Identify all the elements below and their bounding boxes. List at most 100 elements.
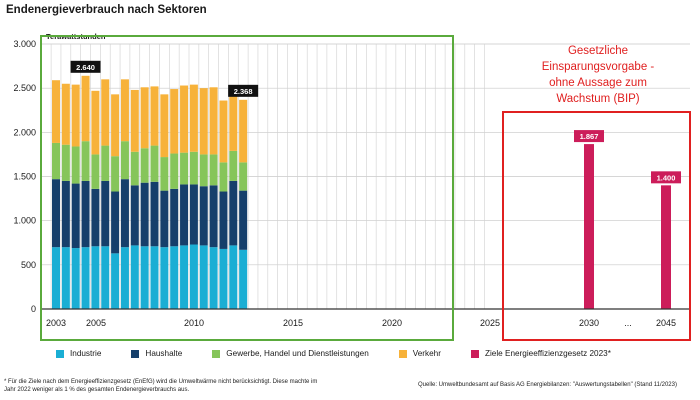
bar-segment-haushalte <box>150 181 159 247</box>
x-tick-label: 2010 <box>184 318 204 328</box>
y-tick-label: 500 <box>21 260 36 270</box>
target-bars <box>584 144 671 309</box>
annotation-line: ohne Aussage zum <box>549 77 647 89</box>
bar-segment-haushalte <box>189 184 198 245</box>
bar-segment-ghd <box>101 145 110 181</box>
y-tick-label: 2.500 <box>13 83 36 93</box>
bar-segment-ghd <box>209 154 218 186</box>
highlight-frames: Gesetzliche Einsparungsvorgabe - ohne Auss… <box>40 35 691 341</box>
bar-segment-verkehr <box>229 94 238 151</box>
bar-segment-industrie <box>71 248 80 309</box>
bar-segment-industrie <box>130 245 139 309</box>
bar-segment-verkehr <box>239 99 248 163</box>
bar-segment-haushalte <box>170 188 179 247</box>
bar-segment-haushalte <box>120 179 129 248</box>
bar-segment-haushalte <box>219 191 228 249</box>
bar-segment-verkehr <box>189 84 198 152</box>
legend-swatch-verkehr <box>398 349 407 358</box>
bar-segment-ghd <box>120 141 129 180</box>
chart-title: Endenergieverbrauch nach Sektoren <box>6 4 207 16</box>
bar-segment-verkehr <box>170 89 179 154</box>
legend-item-industrie: Industrie <box>56 349 101 358</box>
bar-segment-ghd <box>180 152 189 185</box>
bar-segment-industrie <box>140 246 149 309</box>
legend-item-verkehr: Verkehr <box>398 349 441 358</box>
y-tick-label: 1.500 <box>13 172 36 182</box>
bar-segment-verkehr <box>71 84 80 147</box>
bar-segment-haushalte <box>91 188 100 247</box>
bar-segment-haushalte <box>239 190 248 250</box>
bar-segment-ghd <box>140 148 149 183</box>
x-tick-label: 2030 <box>579 318 599 328</box>
bar-segment-verkehr <box>111 94 120 157</box>
x-tick-label: 2045 <box>656 318 676 328</box>
bar-segment-industrie <box>209 247 218 309</box>
annotation-line: Einsparungsvorgabe - <box>542 61 655 73</box>
bar-segment-industrie <box>91 246 100 309</box>
bar-segment-verkehr <box>219 100 228 163</box>
bar-segment-verkehr <box>91 90 100 155</box>
bar-segment-industrie <box>61 247 70 309</box>
bar-segment-haushalte <box>160 190 169 248</box>
legend-label-ziele: Ziele Energieeffizienzgesetz 2023* <box>484 349 611 358</box>
bar-segment-ghd <box>239 162 248 191</box>
y-tick-label: 3.000 <box>13 39 36 49</box>
bar-segment-haushalte <box>199 186 208 246</box>
x-tick-label: ... <box>624 318 632 328</box>
bar-segment-ghd <box>71 146 80 184</box>
bar-segment-industrie <box>81 247 90 309</box>
bar-segment-ghd <box>229 150 238 181</box>
bar-segment-ghd <box>189 151 198 185</box>
bar-segment-verkehr <box>140 87 149 149</box>
bar-segment-haushalte <box>81 180 90 248</box>
bar-segment-ghd <box>52 142 60 180</box>
bar-segment-industrie <box>52 247 60 309</box>
target-label-box <box>651 171 681 184</box>
bar-segment-haushalte <box>209 185 218 248</box>
bar-segment-industrie <box>189 244 198 309</box>
legend-label-ghd: Gewerbe, Handel und Dienstleistungen <box>226 349 369 358</box>
legend-swatch-haushalte <box>131 349 140 358</box>
source-note: Quelle: Umweltbundesamt auf Basis AG Ene… <box>418 382 677 388</box>
bar-segment-ghd <box>130 151 139 186</box>
bar-segment-ghd <box>199 154 208 187</box>
bar-segment-verkehr <box>180 85 189 153</box>
footnote: * Für die Ziele nach dem Energieeffizien… <box>4 379 318 393</box>
bar-segment-haushalte <box>101 180 110 247</box>
legend: Industrie Haushalte Gewerbe, Handel und … <box>56 349 641 358</box>
legend-swatch-industrie <box>56 349 64 358</box>
legend-item-ghd: Gewerbe, Handel und Dienstleistungen <box>212 349 369 358</box>
y-tick-label: 1.000 <box>13 216 36 226</box>
bar-segment-ghd <box>150 145 159 182</box>
legend-label-haushalte: Haushalte <box>145 349 183 358</box>
bar-segment-ghd <box>81 141 90 181</box>
x-tick-label: 2015 <box>283 318 303 328</box>
bar-segment-verkehr <box>199 88 208 155</box>
legend-item-ziele: Ziele Energieeffizienzgesetz 2023* <box>470 349 611 358</box>
bar-segment-industrie <box>170 246 179 309</box>
bar-segment-ghd <box>219 162 228 192</box>
legend-label-industrie: Industrie <box>70 349 102 358</box>
bar-segment-haushalte <box>140 182 149 247</box>
x-tick-label: 2005 <box>86 318 106 328</box>
legend-swatch-ghd <box>212 349 221 358</box>
bar-segment-ghd <box>160 157 169 191</box>
bar-segment-industrie <box>229 245 238 309</box>
stacked-bars <box>52 75 248 309</box>
bar-segment-ghd <box>61 144 70 181</box>
bar-segment-industrie <box>160 247 169 309</box>
total-label-box <box>70 60 101 73</box>
legend-swatch-ziele <box>470 349 479 358</box>
bar-segment-verkehr <box>81 75 90 142</box>
target-value-label: 1.400 <box>657 173 676 182</box>
legend-item-haushalte: Haushalte <box>131 349 182 358</box>
bar-segment-haushalte <box>111 191 120 254</box>
target-label-box <box>574 130 604 143</box>
x-tick-label: 2020 <box>382 318 402 328</box>
bar-segment-verkehr <box>61 83 70 145</box>
bar-segment-verkehr <box>150 86 159 146</box>
x-tick-label: 2003 <box>46 318 66 328</box>
annotation-line: Gesetzliche <box>568 45 628 57</box>
bar-segment-industrie <box>239 249 248 309</box>
